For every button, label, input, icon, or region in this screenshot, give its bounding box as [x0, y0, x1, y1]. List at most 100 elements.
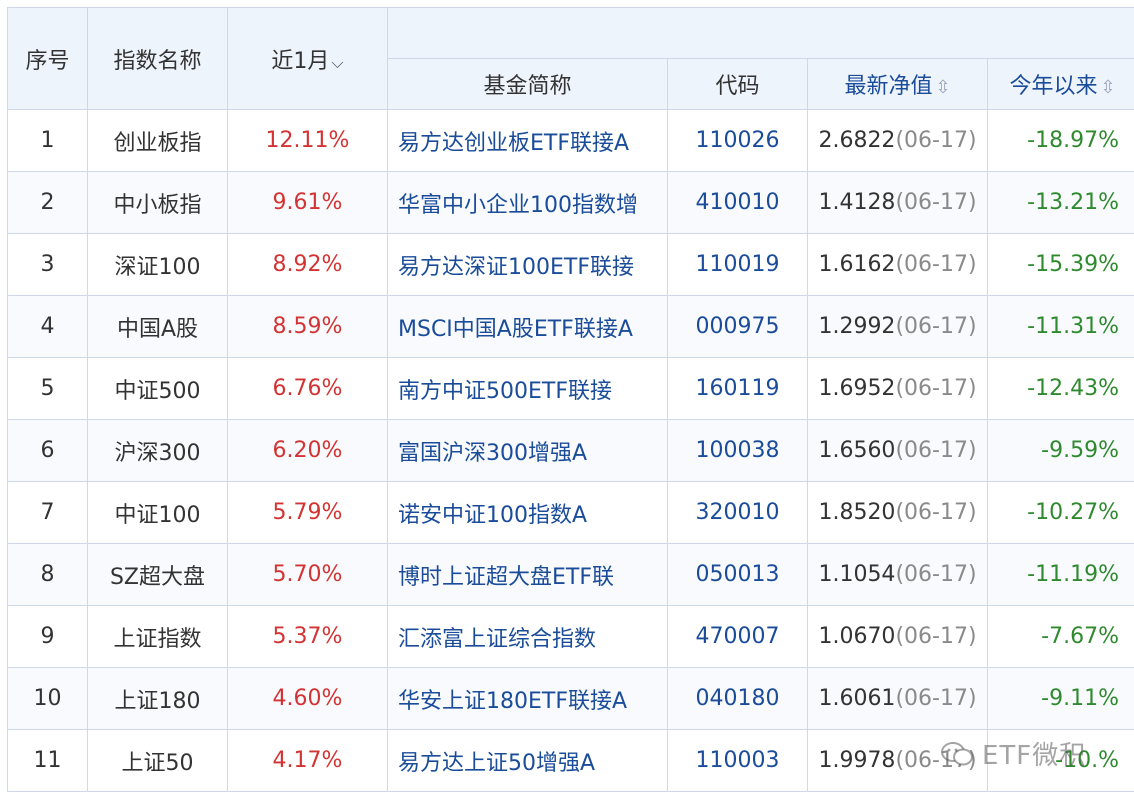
- nav-date: (06-17): [895, 128, 977, 153]
- watermark: ETF微积: [940, 735, 1086, 772]
- cell-index-name: 沪深300: [87, 419, 228, 482]
- cell-fund-name-link[interactable]: 南方中证500ETF联接: [387, 357, 668, 420]
- nav-date: (06-17): [895, 438, 977, 463]
- cell-fund-name-link[interactable]: 易方达创业板ETF联接A: [387, 109, 668, 172]
- cell-index: 9: [7, 605, 88, 668]
- cell-fund-code-link[interactable]: 000975: [667, 295, 808, 358]
- cell-index: 4: [7, 295, 88, 358]
- header-latest-nav[interactable]: 最新净值 ⇳: [807, 58, 988, 110]
- cell-latest-nav: 1.1054(06-17): [807, 543, 988, 606]
- cell-ytd-return: -12.43%: [987, 357, 1134, 420]
- nav-date: (06-17): [895, 562, 977, 587]
- cell-latest-nav: 1.4128(06-17): [807, 171, 988, 234]
- cell-ytd-return: -10.%: [987, 729, 1134, 792]
- cell-ytd-return: -11.31%: [987, 295, 1134, 358]
- cell-fund-name-link[interactable]: 诺安中证100指数A: [387, 481, 668, 544]
- cell-latest-nav: 1.8520(06-17): [807, 481, 988, 544]
- cell-ytd-return: -10.27%: [987, 481, 1134, 544]
- cell-fund-code-link[interactable]: 110019: [667, 233, 808, 296]
- cell-latest-nav: 1.6952(06-17): [807, 357, 988, 420]
- cell-fund-name-link[interactable]: MSCI中国A股ETF联接A: [387, 295, 668, 358]
- header-fund-name: 基金简称: [387, 58, 668, 110]
- cell-index: 10: [7, 667, 88, 730]
- nav-value: 1.6560: [818, 438, 896, 463]
- cell-fund-name-link[interactable]: 华安上证180ETF联接A: [387, 667, 668, 730]
- cell-month-return: 8.92%: [227, 233, 388, 296]
- cell-fund-code-link[interactable]: 470007: [667, 605, 808, 668]
- cell-fund-name-link[interactable]: 华富中小企业100指数增: [387, 171, 668, 234]
- cell-ytd-return: -15.39%: [987, 233, 1134, 296]
- cell-month-return: 5.70%: [227, 543, 388, 606]
- cell-index-name: 创业板指: [87, 109, 228, 172]
- nav-date: (06-17): [895, 190, 977, 215]
- cell-month-return: 8.59%: [227, 295, 388, 358]
- nav-date: (06-17): [895, 500, 977, 525]
- cell-fund-code-link[interactable]: 040180: [667, 667, 808, 730]
- cell-latest-nav: 2.6822(06-17): [807, 109, 988, 172]
- nav-value: 1.4128: [818, 190, 896, 215]
- nav-value: 1.2992: [818, 314, 896, 339]
- cell-month-return: 4.17%: [227, 729, 388, 792]
- nav-date: (06-17): [895, 314, 977, 339]
- cell-fund-code-link[interactable]: 110003: [667, 729, 808, 792]
- table-row: 11 上证50 4.17% 易方达上证50增强A 110003 1.9978(06-17)…: [7, 729, 1134, 792]
- cell-index: 6: [7, 419, 88, 482]
- cell-ytd-return: -7.67%: [987, 605, 1134, 668]
- cell-fund-code-link[interactable]: 320010: [667, 481, 808, 544]
- cell-fund-code-link[interactable]: 100038: [667, 419, 808, 482]
- cell-index: 5: [7, 357, 88, 420]
- cell-index: 7: [7, 481, 88, 544]
- cell-month-return: 6.20%: [227, 419, 388, 482]
- cell-month-return: 4.60%: [227, 667, 388, 730]
- cell-fund-code-link[interactable]: 410010: [667, 171, 808, 234]
- cell-latest-nav: 1.6560(06-17): [807, 419, 988, 482]
- header-row-bottom: 基金简称 代码 最新净值 ⇳ 今年以来 ⇳: [8, 58, 1134, 110]
- header-ytd-label: 今年以来: [1009, 74, 1098, 99]
- cell-index-name: 中小板指: [87, 171, 228, 234]
- cell-index: 3: [7, 233, 88, 296]
- header-index-name: 指数名称: [87, 7, 228, 110]
- header-row-top: 序号 指数名称 近1月 ⌵: [7, 7, 1134, 110]
- cell-index: 8: [7, 543, 88, 606]
- table-row: 10 上证180 4.60% 华安上证180ETF联接A 040180 1.6061(06…: [7, 667, 1134, 730]
- table-body: 1 创业板指 12.11% 易方达创业板ETF联接A 110026 2.6822(06-1…: [7, 109, 1134, 792]
- cell-ytd-return: -9.11%: [987, 667, 1134, 730]
- nav-date: (06-17): [895, 252, 977, 277]
- cell-index-name: 中国A股: [87, 295, 228, 358]
- cell-fund-name-link[interactable]: 易方达深证100ETF联接: [387, 233, 668, 296]
- watermark-text: ETF微积: [982, 741, 1087, 771]
- cell-ytd-return: -9.59%: [987, 419, 1134, 482]
- cell-latest-nav: 1.0670(06-17): [807, 605, 988, 668]
- nav-value: 1.6061: [818, 686, 896, 711]
- header-ytd[interactable]: 今年以来 ⇳: [987, 58, 1134, 110]
- nav-date: (06-17): [895, 686, 977, 711]
- cell-index-name: 深证100: [87, 233, 228, 296]
- cell-month-return: 6.76%: [227, 357, 388, 420]
- nav-date: (06-17): [895, 624, 977, 649]
- nav-value: 1.0670: [818, 624, 896, 649]
- cell-fund-name-link[interactable]: 富国沪深300增强A: [387, 419, 668, 482]
- cell-latest-nav: 1.6162(06-17): [807, 233, 988, 296]
- table-row: 7 中证100 5.79% 诺安中证100指数A 320010 1.8520(06-17)…: [7, 481, 1134, 544]
- nav-value: 1.8520: [818, 500, 896, 525]
- cell-fund-name-link[interactable]: 易方达上证50增强A: [387, 729, 668, 792]
- nav-value: 2.6822: [818, 128, 896, 153]
- sort-icon[interactable]: ⇳: [935, 77, 951, 98]
- cell-fund-name-link[interactable]: 汇添富上证综合指数: [387, 605, 668, 668]
- cell-fund-code-link[interactable]: 050013: [667, 543, 808, 606]
- table-row: 1 创业板指 12.11% 易方达创业板ETF联接A 110026 2.6822(06-1…: [7, 109, 1134, 172]
- cell-fund-code-link[interactable]: 160119: [667, 357, 808, 420]
- nav-value: 1.1054: [818, 562, 896, 587]
- cell-index-name: 中证100: [87, 481, 228, 544]
- cell-index: 1: [7, 109, 88, 172]
- table-row: 4 中国A股 8.59% MSCI中国A股ETF联接A 000975 1.2992(06-…: [7, 295, 1134, 358]
- header-index: 序号: [7, 7, 88, 110]
- sort-icon[interactable]: ⇳: [1100, 77, 1116, 98]
- chevron-down-icon[interactable]: ⌵: [331, 52, 344, 72]
- cell-fund-name-link[interactable]: 博时上证超大盘ETF联: [387, 543, 668, 606]
- cell-index: 11: [7, 729, 88, 792]
- nav-value: 1.9978: [818, 748, 896, 773]
- cell-fund-code-link[interactable]: 110026: [667, 109, 808, 172]
- header-month-return[interactable]: 近1月 ⌵: [227, 7, 388, 110]
- cell-month-return: 5.37%: [227, 605, 388, 668]
